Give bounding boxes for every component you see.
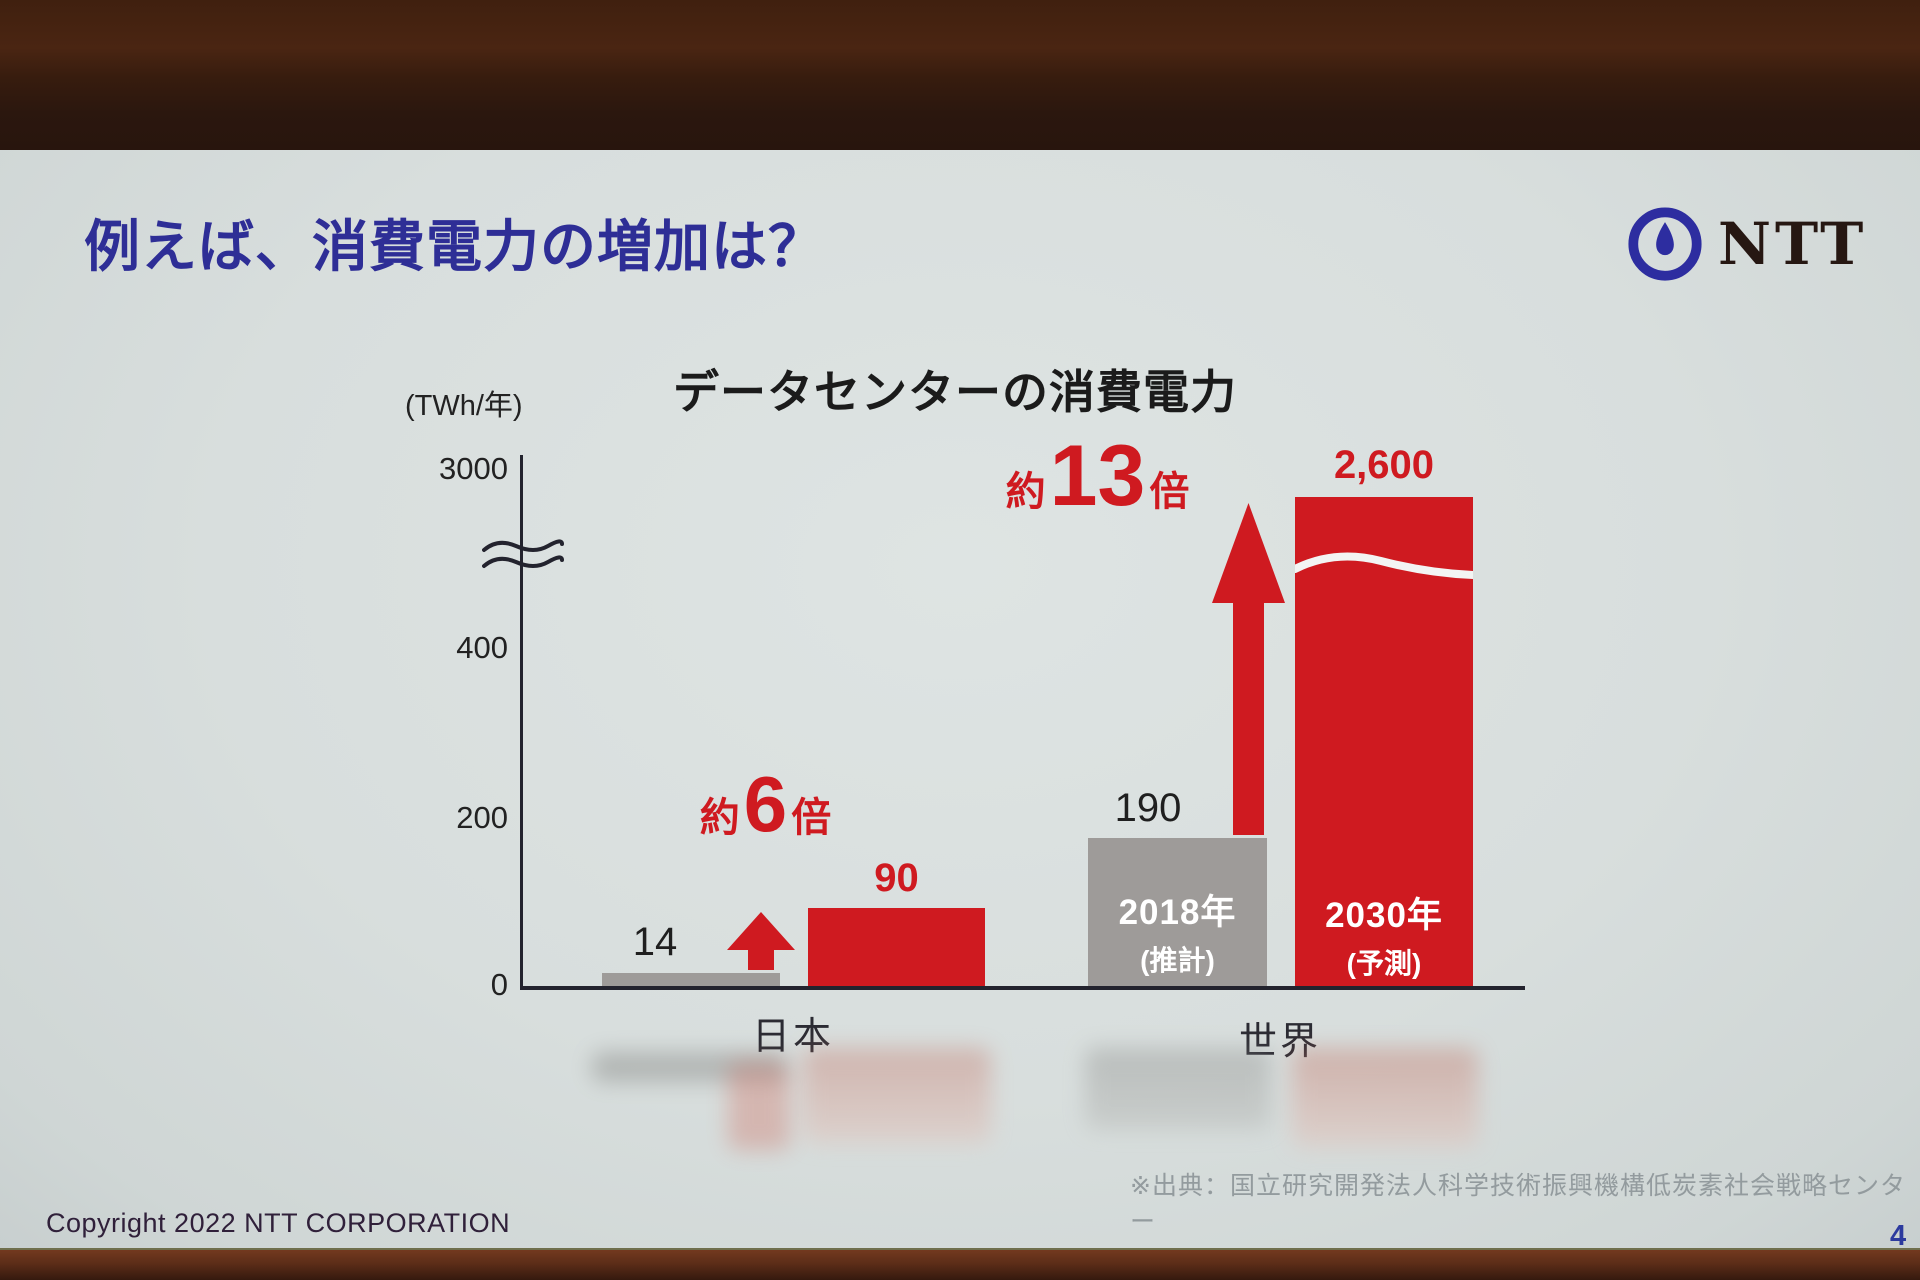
y-tick-0: 0 bbox=[490, 967, 508, 1002]
photo-dark-band-top bbox=[0, 0, 1920, 150]
y-axis-line bbox=[520, 455, 523, 989]
y-axis-unit-label: (TWh/年) bbox=[405, 390, 523, 422]
value-label-world-2018: 190 bbox=[1114, 786, 1182, 830]
chart-title: データセンターの消費電力 bbox=[673, 366, 1237, 418]
value-label-japan-2018: 14 bbox=[632, 920, 678, 964]
x-label-japan: 日本 bbox=[751, 1016, 834, 1058]
bar-japan-2030 bbox=[808, 908, 985, 986]
bar-world-2018: 2018年 (推計) bbox=[1088, 838, 1267, 986]
bar-reflection bbox=[803, 1048, 991, 1144]
slide-title: 例えば、消費電力の増加は？ bbox=[84, 215, 825, 278]
growth-arrow-world-icon bbox=[1212, 503, 1285, 840]
bar-world-2018-label: 2018年 (推計) bbox=[1118, 893, 1237, 976]
bar-reflection bbox=[728, 1062, 790, 1150]
multiplier-world: 約 13 倍 bbox=[1005, 428, 1190, 524]
ntt-dynamic-loop-icon bbox=[1626, 205, 1704, 283]
photo-dark-band-bottom bbox=[0, 1248, 1920, 1280]
axis-break-icon bbox=[482, 536, 564, 581]
y-tick-3000: 3000 bbox=[439, 451, 508, 486]
bar-japan-2018 bbox=[602, 973, 780, 986]
bar-reflection bbox=[1292, 1048, 1478, 1148]
x-axis-line bbox=[520, 986, 1525, 990]
slide: 例えば、消費電力の増加は？ NTT データセンターの消費電力 (TWh/年) 3… bbox=[0, 150, 1920, 1252]
y-tick-200: 200 bbox=[456, 800, 508, 835]
ntt-wordmark: NTT bbox=[1718, 210, 1868, 278]
bar-world-2030-label: 2030年 (予測) bbox=[1325, 896, 1443, 979]
bar-break-wave-icon bbox=[1291, 545, 1477, 583]
ntt-logo: NTT bbox=[1626, 205, 1867, 283]
multiplier-japan: 約 6 倍 bbox=[699, 760, 832, 848]
x-label-world: 世界 bbox=[1238, 1021, 1321, 1063]
value-label-japan-2030: 90 bbox=[874, 856, 919, 900]
source-citation: ※出典：国立研究開発法人科学技術振興機構低炭素社会戦略センター bbox=[1130, 1172, 1906, 1236]
bar-reflection bbox=[1085, 1048, 1271, 1130]
page-number: 4 bbox=[1890, 1220, 1907, 1252]
copyright-text: Copyright 2022 NTT CORPORATION bbox=[46, 1208, 511, 1238]
bar-world-2030: 2030年 (予測) bbox=[1291, 497, 1477, 986]
value-label-world-2030: 2,600 bbox=[1333, 443, 1435, 487]
bar-reflection bbox=[592, 1052, 787, 1082]
y-tick-400: 400 bbox=[456, 630, 508, 665]
growth-arrow-japan-icon bbox=[727, 912, 795, 975]
